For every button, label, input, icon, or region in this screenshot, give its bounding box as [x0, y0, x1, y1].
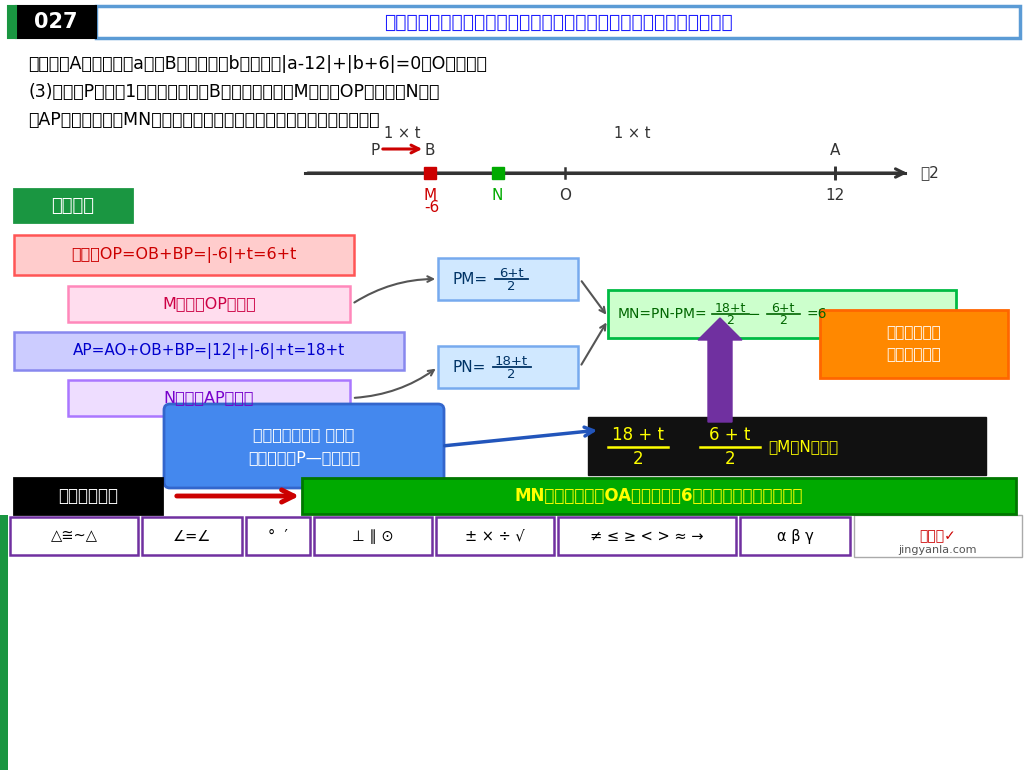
Bar: [588, 417, 986, 475]
FancyBboxPatch shape: [164, 404, 444, 488]
Text: 18+t: 18+t: [494, 354, 527, 367]
Text: PM=: PM=: [452, 272, 487, 286]
Text: 图2: 图2: [920, 166, 938, 180]
Text: ± × ÷ √: ± × ÷ √: [466, 528, 525, 544]
Text: A: A: [830, 143, 840, 158]
Text: MN为定值且等于OA的一半等于6（两定一动双中点模型）: MN为定值且等于OA的一半等于6（两定一动双中点模型）: [515, 487, 803, 505]
Text: 几何法：: 几何法：: [52, 197, 95, 215]
Bar: [608, 290, 956, 338]
Bar: [68, 286, 350, 322]
Bar: [10, 517, 138, 555]
Bar: [0, 515, 8, 770]
Bar: [8, 6, 16, 38]
Bar: [820, 310, 1008, 378]
Text: -6: -6: [424, 200, 440, 215]
Bar: [14, 478, 162, 514]
Text: P: P: [371, 143, 380, 158]
Text: α β γ: α β γ: [777, 528, 814, 544]
Bar: [16, 6, 96, 38]
Text: 两个中点中发现 有一个
共同的端点P—至关重要: 两个中点中发现 有一个 共同的端点P—至关重要: [248, 427, 360, 465]
Text: 也可作差用正
负来确定距离: 也可作差用正 负来确定距离: [887, 326, 941, 363]
Text: °  ′: ° ′: [268, 528, 288, 544]
Text: =6: =6: [806, 307, 826, 321]
Text: ∠=∠: ∠=∠: [173, 528, 211, 544]
Text: (3)若动点P以每秒1个单位的速度从B出发向左运动，M为线段OP的中点，N为线: (3)若动点P以每秒1个单位的速度从B出发向左运动，M为线段OP的中点，N为线: [28, 83, 440, 101]
Text: jingyanla.com: jingyanla.com: [899, 545, 977, 555]
Text: B: B: [424, 143, 436, 158]
Bar: [740, 517, 850, 555]
Text: 经验啦✓: 经验啦✓: [920, 529, 957, 543]
Text: △≅∼△: △≅∼△: [50, 528, 98, 544]
Bar: [558, 517, 736, 555]
Bar: [14, 332, 404, 370]
Text: 易得：OP=OB+BP=|-6|+t=6+t: 易得：OP=OB+BP=|-6|+t=6+t: [71, 247, 297, 263]
Text: 6+t: 6+t: [771, 302, 795, 314]
Text: 12: 12: [825, 188, 845, 203]
Text: 2: 2: [507, 367, 515, 380]
Text: 18+t: 18+t: [715, 302, 746, 314]
Text: N为线段AP的中点: N为线段AP的中点: [164, 390, 254, 406]
Text: 2: 2: [507, 280, 515, 293]
FancyArrow shape: [698, 318, 742, 422]
Bar: [854, 515, 1022, 557]
Text: 6+t: 6+t: [499, 266, 523, 280]
Text: 段AP的中点，求证MN为定值并求这个定值（你从中发现了什么规律？）: 段AP的中点，求证MN为定值并求这个定值（你从中发现了什么规律？）: [28, 111, 379, 129]
Bar: [436, 517, 554, 555]
Text: 2: 2: [779, 313, 787, 326]
Bar: [246, 517, 310, 555]
Text: 2: 2: [632, 450, 644, 468]
Bar: [68, 380, 350, 416]
Text: AP=AO+OB+BP=|12|+|-6|+t=18+t: AP=AO+OB+BP=|12|+|-6|+t=18+t: [73, 343, 345, 359]
Text: 6 + t: 6 + t: [710, 426, 751, 444]
Text: M: M: [423, 188, 437, 203]
Text: M为线段OP的中点: M为线段OP的中点: [162, 296, 255, 312]
Text: 2: 2: [726, 313, 734, 326]
Bar: [314, 517, 432, 555]
Text: 1 × t: 1 × t: [384, 126, 420, 141]
Text: 非负模型打头阵，数轴之上坐距变，几何代数轴牵线，两种方法来破解: 非负模型打头阵，数轴之上坐距变，几何代数轴牵线，两种方法来破解: [383, 12, 732, 32]
Text: ≠ ≤ ≥ < > ≈ →: ≠ ≤ ≥ < > ≈ →: [590, 528, 703, 544]
Bar: [438, 258, 578, 300]
Text: PN=: PN=: [452, 360, 485, 374]
Text: 模型秀杀法：: 模型秀杀法：: [58, 487, 118, 505]
Text: N: N: [491, 188, 504, 203]
Text: 数轴上点A对应的数为a，点B对应的数为b，且满足|a-12|+|b+6|=0，O为原点。: 数轴上点A对应的数为a，点B对应的数为b，且满足|a-12|+|b+6|=0，O…: [28, 55, 487, 73]
Text: MN=PN-PM=: MN=PN-PM=: [618, 307, 708, 321]
Bar: [302, 478, 1016, 514]
Text: O: O: [559, 188, 571, 203]
Text: 18 + t: 18 + t: [612, 426, 664, 444]
Bar: [14, 235, 354, 275]
Text: 1 × t: 1 × t: [614, 126, 651, 141]
Text: 027: 027: [34, 12, 77, 32]
Text: −: −: [748, 306, 760, 322]
Bar: [142, 517, 242, 555]
Bar: [438, 346, 578, 388]
Bar: [14, 189, 132, 222]
Bar: [96, 6, 1020, 38]
Text: ⊥ ∥ ⊙: ⊥ ∥ ⊙: [352, 528, 393, 544]
Text: 2: 2: [725, 450, 735, 468]
Text: 得M在N点左侧: 得M在N点左侧: [768, 440, 838, 454]
